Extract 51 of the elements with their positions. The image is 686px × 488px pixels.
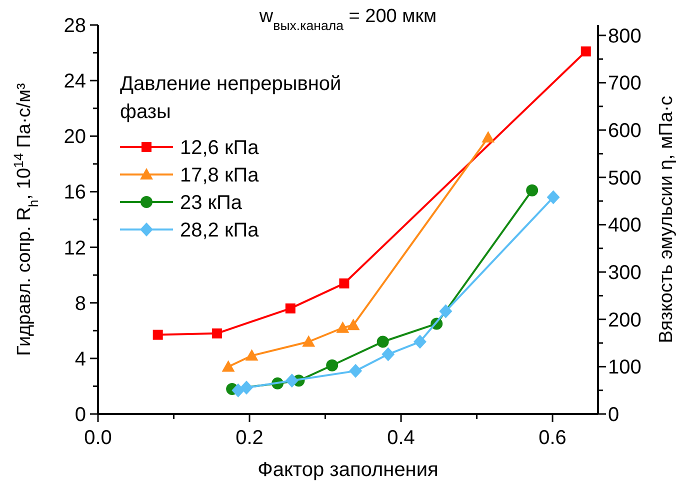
y-tick-label: 20	[64, 126, 86, 148]
point	[526, 184, 538, 196]
point	[212, 328, 222, 338]
y2-tick-label: 800	[608, 25, 642, 48]
y2-tick-label: 300	[608, 262, 642, 284]
point	[240, 380, 253, 395]
y2-tick-label: 0	[608, 404, 620, 426]
point	[580, 46, 591, 56]
y-tick-label: 8	[74, 292, 86, 315]
point	[546, 190, 560, 204]
y2-tick-label: 600	[608, 120, 642, 142]
legend-label: 28,2 кПа	[180, 220, 260, 242]
y-tick-label: 16	[64, 182, 86, 204]
point	[232, 383, 245, 398]
point	[285, 303, 296, 314]
y-tick-label: 12	[64, 237, 86, 260]
point	[285, 374, 298, 388]
x-tick-label: 0.0	[84, 427, 112, 449]
y2-tick-label: 700	[608, 72, 642, 95]
point	[326, 359, 338, 372]
y-tick-label: 0	[74, 404, 86, 426]
point	[439, 304, 452, 318]
y2-tick-label: 500	[608, 167, 642, 190]
x-tick-label: 0.2	[236, 427, 264, 449]
y2-tick-label: 200	[608, 309, 642, 332]
y-tick-label: 24	[64, 70, 86, 93]
y-tick-label: 28	[64, 15, 86, 37]
point	[339, 278, 350, 288]
y2-tick-label: 400	[608, 214, 642, 237]
point	[349, 364, 362, 378]
y-tick-label: 4	[74, 348, 86, 370]
point	[302, 335, 316, 347]
y2-tick-label: 100	[608, 356, 642, 379]
point	[336, 321, 350, 333]
legend-title: Давление непрерывной фазы	[120, 73, 342, 123]
point	[376, 336, 389, 348]
x-tick-label: 0.4	[387, 427, 415, 449]
y2-axis-title: Вязкость эмульсии η, мПа·с	[656, 96, 677, 344]
x-axis-title: Фактор заполнения	[258, 459, 438, 481]
point	[346, 318, 360, 330]
point	[482, 131, 495, 143]
legend-label: 12,6 кПа	[180, 137, 260, 159]
point	[413, 334, 426, 349]
point	[222, 360, 235, 372]
point	[245, 349, 258, 361]
point	[382, 347, 395, 362]
point	[152, 330, 163, 340]
legend-label: 17,8 кПа	[180, 164, 260, 186]
x-tick-label: 0.6	[538, 427, 566, 449]
chart-title: w$_{вых.канала}$ = 200 мкм	[258, 6, 437, 32]
legend-label: 23 кПа	[180, 192, 243, 214]
